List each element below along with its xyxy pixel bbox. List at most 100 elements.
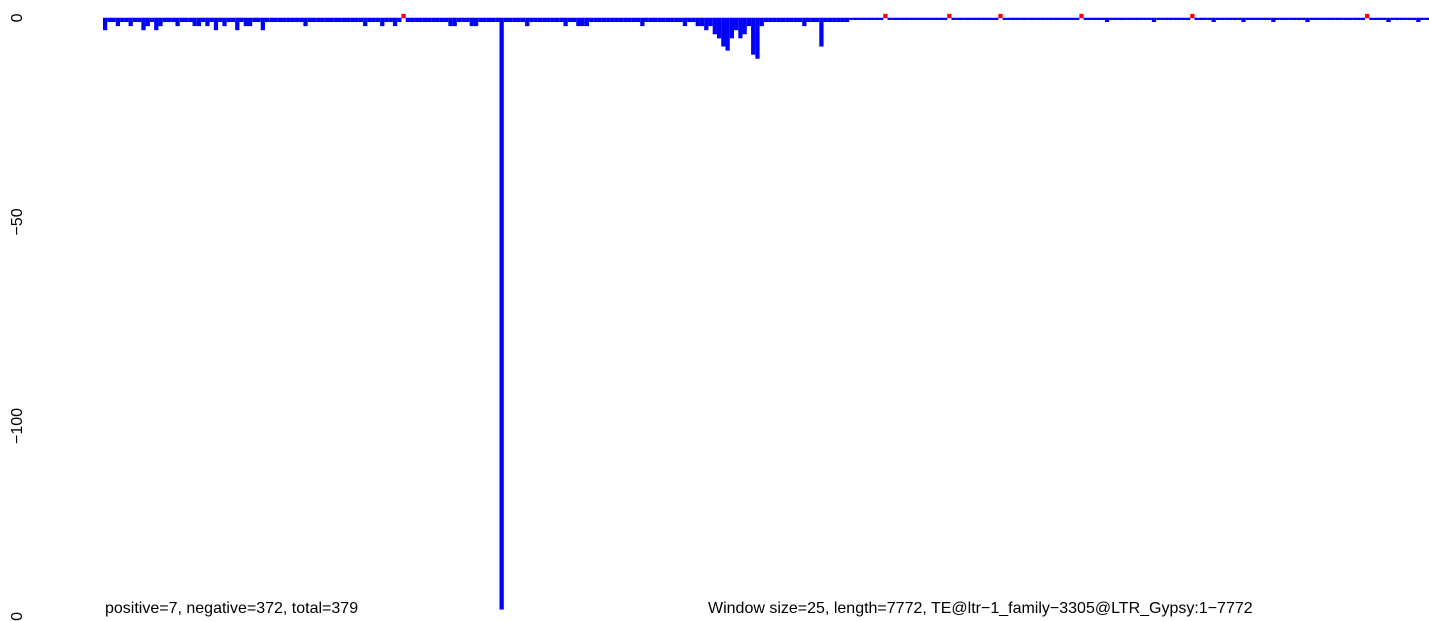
- bar: [1407, 17, 1412, 20]
- bar: [1245, 17, 1250, 20]
- bar: [1045, 17, 1050, 20]
- bar: [145, 17, 150, 27]
- bar: [192, 17, 197, 27]
- bar: [107, 17, 112, 23]
- bar: [235, 17, 240, 31]
- bar: [810, 17, 816, 23]
- bar: [1070, 17, 1076, 20]
- bar: [640, 17, 645, 27]
- bar: [141, 17, 146, 31]
- bar: [1241, 17, 1246, 23]
- bar: [797, 17, 803, 23]
- bar: [495, 17, 500, 23]
- bar: [269, 17, 274, 23]
- bar: [648, 17, 654, 23]
- bar: [823, 17, 828, 23]
- bar: [1360, 17, 1366, 20]
- bar: [132, 17, 138, 23]
- bar: [265, 17, 270, 23]
- bar: [294, 17, 300, 23]
- bar: [418, 17, 423, 23]
- bar: [516, 17, 521, 23]
- bar: [635, 17, 641, 23]
- bar: [1356, 17, 1361, 20]
- bar: [1390, 17, 1395, 20]
- bar: [1177, 17, 1182, 20]
- bar: [1015, 17, 1020, 20]
- bar: [593, 17, 598, 23]
- bar: [755, 17, 760, 59]
- bar: [205, 17, 210, 27]
- bar: [1296, 17, 1302, 20]
- bar: [989, 17, 995, 20]
- bar: [1023, 17, 1029, 20]
- bar: [921, 17, 926, 20]
- bar: [473, 17, 479, 27]
- bar: [708, 17, 713, 27]
- bar: [1185, 17, 1191, 20]
- bar: [827, 17, 833, 23]
- bar: [580, 17, 585, 27]
- bar: [900, 17, 905, 20]
- bar: [729, 17, 735, 39]
- bar: [725, 17, 730, 51]
- bar: [601, 17, 607, 23]
- bar: [461, 17, 466, 23]
- bar: [951, 17, 956, 20]
- bar: [661, 17, 666, 23]
- bar: [409, 17, 415, 23]
- bar: [704, 17, 709, 31]
- bar: [1058, 17, 1063, 20]
- annotation: Window size=25, length=7772, TE@ltr−1_fa…: [708, 600, 1253, 617]
- bar: [968, 17, 973, 20]
- bar: [1079, 13, 1084, 18]
- bar: [610, 17, 615, 23]
- bar: [354, 17, 359, 23]
- bar: [1122, 17, 1127, 20]
- bar: [247, 17, 253, 27]
- bar: [525, 17, 530, 27]
- bar: [1326, 17, 1331, 20]
- bar: [908, 17, 914, 20]
- bar: [1143, 17, 1148, 20]
- bar: [567, 17, 573, 23]
- bar: [384, 17, 389, 23]
- bar: [1160, 17, 1165, 20]
- bar: [120, 17, 125, 23]
- bar: [1104, 17, 1110, 23]
- bar: [213, 17, 219, 31]
- bar: [1249, 17, 1255, 20]
- bar: [1139, 17, 1144, 20]
- bar: [1292, 17, 1297, 20]
- bar: [431, 17, 436, 23]
- bar: [942, 17, 948, 20]
- bar: [1411, 17, 1417, 20]
- bar: [222, 17, 227, 27]
- bar: [529, 17, 534, 23]
- bar: [584, 17, 590, 27]
- bar: [644, 17, 649, 23]
- bar: [631, 17, 636, 23]
- bar: [1420, 17, 1425, 20]
- bar: [964, 17, 969, 20]
- bar: [1011, 17, 1016, 20]
- bar: [388, 17, 393, 23]
- bar: [844, 17, 850, 23]
- bar: [465, 17, 470, 23]
- bar: [546, 17, 551, 23]
- bar: [256, 17, 261, 23]
- bar: [367, 17, 372, 23]
- bar: [226, 17, 231, 23]
- bar: [1258, 17, 1263, 20]
- bar: [985, 17, 990, 20]
- bar: [751, 17, 756, 55]
- bar: [299, 17, 304, 23]
- bar: [563, 17, 568, 27]
- bar: [653, 17, 658, 23]
- bar: [597, 17, 602, 23]
- bar: [998, 13, 1003, 18]
- bar: [392, 17, 398, 27]
- bar: [1330, 17, 1336, 20]
- bar: [1288, 17, 1293, 20]
- bar: [1365, 13, 1370, 18]
